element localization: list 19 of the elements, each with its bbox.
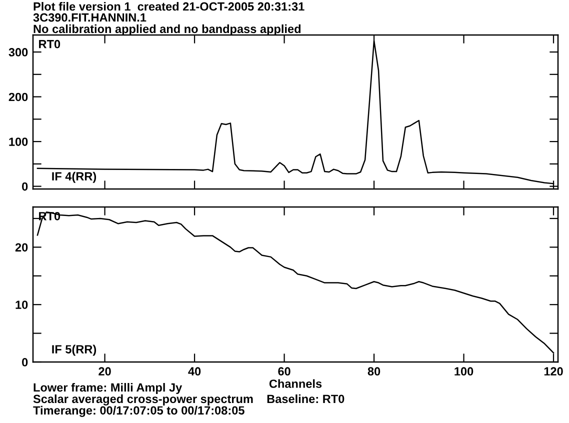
y-tick-label: 100 — [9, 138, 28, 146]
x-tick-label: 80 — [368, 367, 380, 376]
chart-subtitle: 3C390.FIT.HANNIN.1 No calibration applied and no bandpass applied — [33, 13, 301, 36]
y-tick-label: 20 — [15, 243, 28, 252]
x-tick-label: 60 — [278, 367, 290, 376]
x-tick-label: 120 — [544, 367, 563, 376]
y-tick-label: 300 — [8, 48, 28, 56]
annotation: RT0 — [39, 40, 60, 48]
y-tick-label: 0 — [22, 358, 28, 366]
x-tick-label: 100 — [454, 367, 474, 376]
x-axis-title: Channels — [269, 379, 322, 388]
annotation: IF 4(RR) — [52, 172, 96, 183]
chart-title: Plot file version 1 created 21-OCT-2005 20:31:31 — [34, 2, 304, 11]
annotation: IF 5(RR) — [52, 344, 96, 356]
y-tick-label: 200 — [8, 92, 28, 102]
x-tick-label: 20 — [98, 367, 111, 376]
x-tick-label: 40 — [188, 367, 201, 376]
y-tick-label: 10 — [16, 300, 28, 309]
y-tick-label: 0 — [22, 182, 28, 191]
